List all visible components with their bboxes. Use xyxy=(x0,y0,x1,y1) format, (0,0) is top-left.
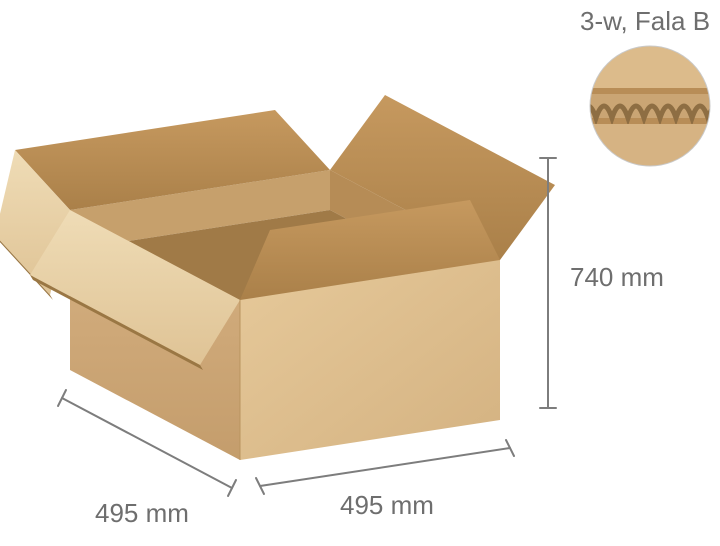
dim-height-label: 740 mm xyxy=(570,262,664,293)
flute-label: 3-w, Fala B xyxy=(580,6,710,37)
dim-depth-label: 495 mm xyxy=(95,498,189,529)
box-diagram: 3-w, Fala B 495 mm 495 mm 740 mm xyxy=(0,0,720,546)
flute-inset xyxy=(580,36,720,176)
dim-width-label: 495 mm xyxy=(340,490,434,521)
